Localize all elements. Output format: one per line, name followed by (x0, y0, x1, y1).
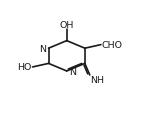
Text: N: N (69, 67, 76, 76)
Text: NH: NH (90, 76, 104, 85)
Text: OH: OH (59, 20, 74, 29)
Text: CHO: CHO (101, 41, 122, 50)
Text: N: N (39, 45, 46, 54)
Text: HO: HO (17, 63, 32, 72)
